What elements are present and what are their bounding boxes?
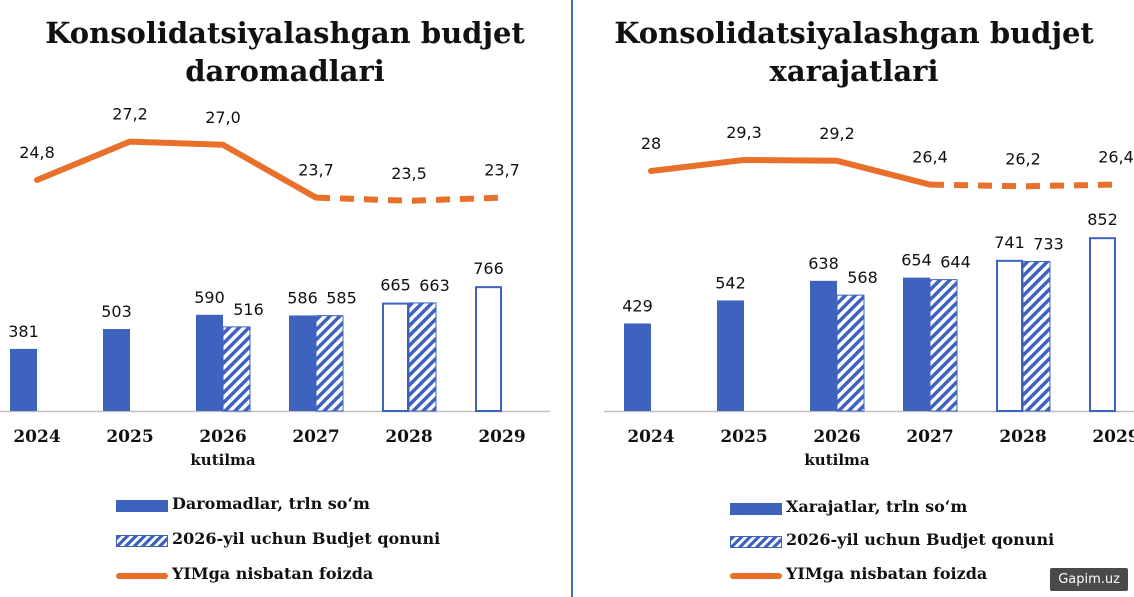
legend-label: Daromadlar, trln so‘m (172, 494, 370, 513)
legend-label: Xarajatlar, trln so‘m (786, 497, 968, 516)
bar-actual (289, 315, 316, 411)
bar-actual (624, 323, 651, 411)
x-tick-label: 2027 (906, 427, 953, 447)
bar-budget-law (836, 294, 865, 412)
gdp-share-label: 27,0 (205, 108, 241, 127)
x-tick-label: 2024 (13, 427, 60, 447)
x-tick-label: 2025 (106, 427, 153, 447)
bar-actual (10, 348, 37, 411)
x-tick-sublabel: kutilma (190, 451, 255, 469)
expenditure-chart-panel: Konsolidatsiyalashgan budjet xarajatlari… (574, 0, 1134, 597)
gdp-share-label: 26,2 (1005, 149, 1041, 168)
bar-forecast (475, 286, 502, 412)
revenue-title-line-2: daromadlari (185, 54, 385, 88)
legend-label: YIMga nisbatan foizda (172, 564, 374, 583)
bar-value-label: 503 (101, 302, 132, 321)
bar-budget-law-label: 733 (1033, 234, 1064, 253)
bar-actual (810, 280, 837, 411)
legend-swatch-solid (116, 500, 168, 512)
x-tick-label: 2026 (199, 427, 246, 447)
gdp-share-label: 23,5 (391, 164, 427, 183)
expenditure-chart-svg: 429 2024 542 2025 638 568 2026 kutilma 654 644 202… (604, 123, 1134, 469)
legend-swatch-hatched (116, 535, 168, 547)
bar-forecast (996, 259, 1023, 412)
x-tick-label: 2024 (627, 427, 674, 447)
bar-value-label: 429 (622, 296, 653, 315)
legend-item-gdp-share: YIMga nisbatan foizda (730, 564, 1134, 588)
x-tick-label: 2029 (478, 427, 525, 447)
bar-value-label: 741 (994, 233, 1025, 252)
bar-budget-law-label: 585 (326, 289, 357, 308)
gdp-share-line-forecast (315, 194, 503, 204)
gdp-share-label: 27,2 (112, 105, 148, 124)
expenditure-title-line-2: xarajatlari (769, 54, 939, 88)
legend-item-revenue: Daromadlar, trln so‘m (116, 494, 536, 518)
revenue-title-line-1: Konsolidatsiyalashgan budjet (45, 16, 525, 50)
expenditure-chart-title: Konsolidatsiyalashgan budjet xarajatlari (574, 14, 1134, 90)
gdp-share-label: 26,4 (912, 148, 948, 167)
bar-actual (717, 300, 744, 411)
gdp-share-line-actual (648, 156, 933, 188)
bar-value-label: 586 (287, 288, 318, 307)
bar-budget-law-label: 568 (847, 268, 878, 287)
legend-item-budget-law: 2026-yil uchun Budjet qonuni (730, 530, 1134, 554)
bar-value-label: 766 (473, 259, 504, 278)
bar-budget-law-label: 663 (419, 276, 450, 295)
watermark: Gapim.uz (1050, 568, 1128, 591)
bar-actual (196, 314, 223, 411)
bar-actual (103, 329, 130, 411)
bar-forecast (1089, 237, 1116, 412)
revenue-chart-panel: Konsolidatsiyalashgan budjet daromadlari… (0, 14, 570, 588)
bar-value-label: 852 (1087, 210, 1118, 229)
legend-swatch-solid (730, 503, 782, 515)
gdp-share-label: 26,4 (1098, 148, 1134, 167)
panel-divider (571, 0, 573, 597)
x-tick-label: 2028 (385, 427, 432, 447)
gdp-share-label: 29,2 (819, 124, 855, 143)
gdp-share-label: 29,3 (726, 123, 762, 142)
gdp-share-line-actual (34, 138, 319, 201)
x-tick-label: 2028 (999, 427, 1046, 447)
bar-budget-law-label: 516 (233, 300, 264, 319)
bar-budget-law (929, 279, 958, 412)
bar-value-label: 542 (715, 273, 746, 292)
bar-budget-law-label: 644 (940, 253, 971, 272)
bar-forecast (382, 302, 409, 413)
x-tick-label: 2026 (813, 427, 860, 447)
gdp-share-label: 23,7 (484, 161, 520, 180)
bar-value-label: 638 (808, 254, 839, 273)
legend-item-gdp-share: YIMga nisbatan foizda (116, 564, 536, 588)
revenue-chart-title: Konsolidatsiyalashgan budjet daromadlari (0, 14, 570, 90)
gdp-share-label: 23,7 (298, 161, 334, 180)
legend-swatch-hatched (730, 536, 782, 548)
legend-item-budget-law: 2026-yil uchun Budjet qonuni (116, 529, 536, 553)
bar-budget-law (408, 302, 437, 412)
legend-label: YIMga nisbatan foizda (786, 564, 988, 583)
legend-label: 2026-yil uchun Budjet qonuni (786, 530, 1055, 549)
gdp-share-label: 24,8 (19, 143, 55, 162)
bar-budget-law (315, 315, 344, 412)
expenditure-title-line-1: Konsolidatsiyalashgan budjet (614, 16, 1094, 50)
bar-value-label: 590 (194, 288, 225, 307)
legend-swatch-line (730, 573, 782, 579)
x-tick-sublabel: kutilma (804, 451, 869, 469)
bar-actual (903, 277, 930, 411)
x-tick-label: 2029 (1092, 427, 1134, 447)
gdp-share-label: 28 (641, 134, 661, 153)
bar-value-label: 654 (901, 251, 932, 270)
bar-budget-law (222, 326, 251, 412)
legend-swatch-line (116, 573, 168, 579)
x-tick-label: 2027 (292, 427, 339, 447)
gdp-share-line-forecast (929, 181, 1117, 190)
legend-label: 2026-yil uchun Budjet qonuni (172, 529, 441, 548)
bar-value-label: 381 (8, 322, 39, 341)
bar-value-label: 665 (380, 276, 411, 295)
legend-item-expenditure: Xarajatlar, trln so‘m (730, 497, 1134, 521)
revenue-chart-svg: 381 2024 503 2025 590 516 2026 kutilma 586 585 202… (0, 105, 550, 469)
x-tick-label: 2025 (720, 427, 767, 447)
bar-budget-law (1022, 260, 1051, 412)
